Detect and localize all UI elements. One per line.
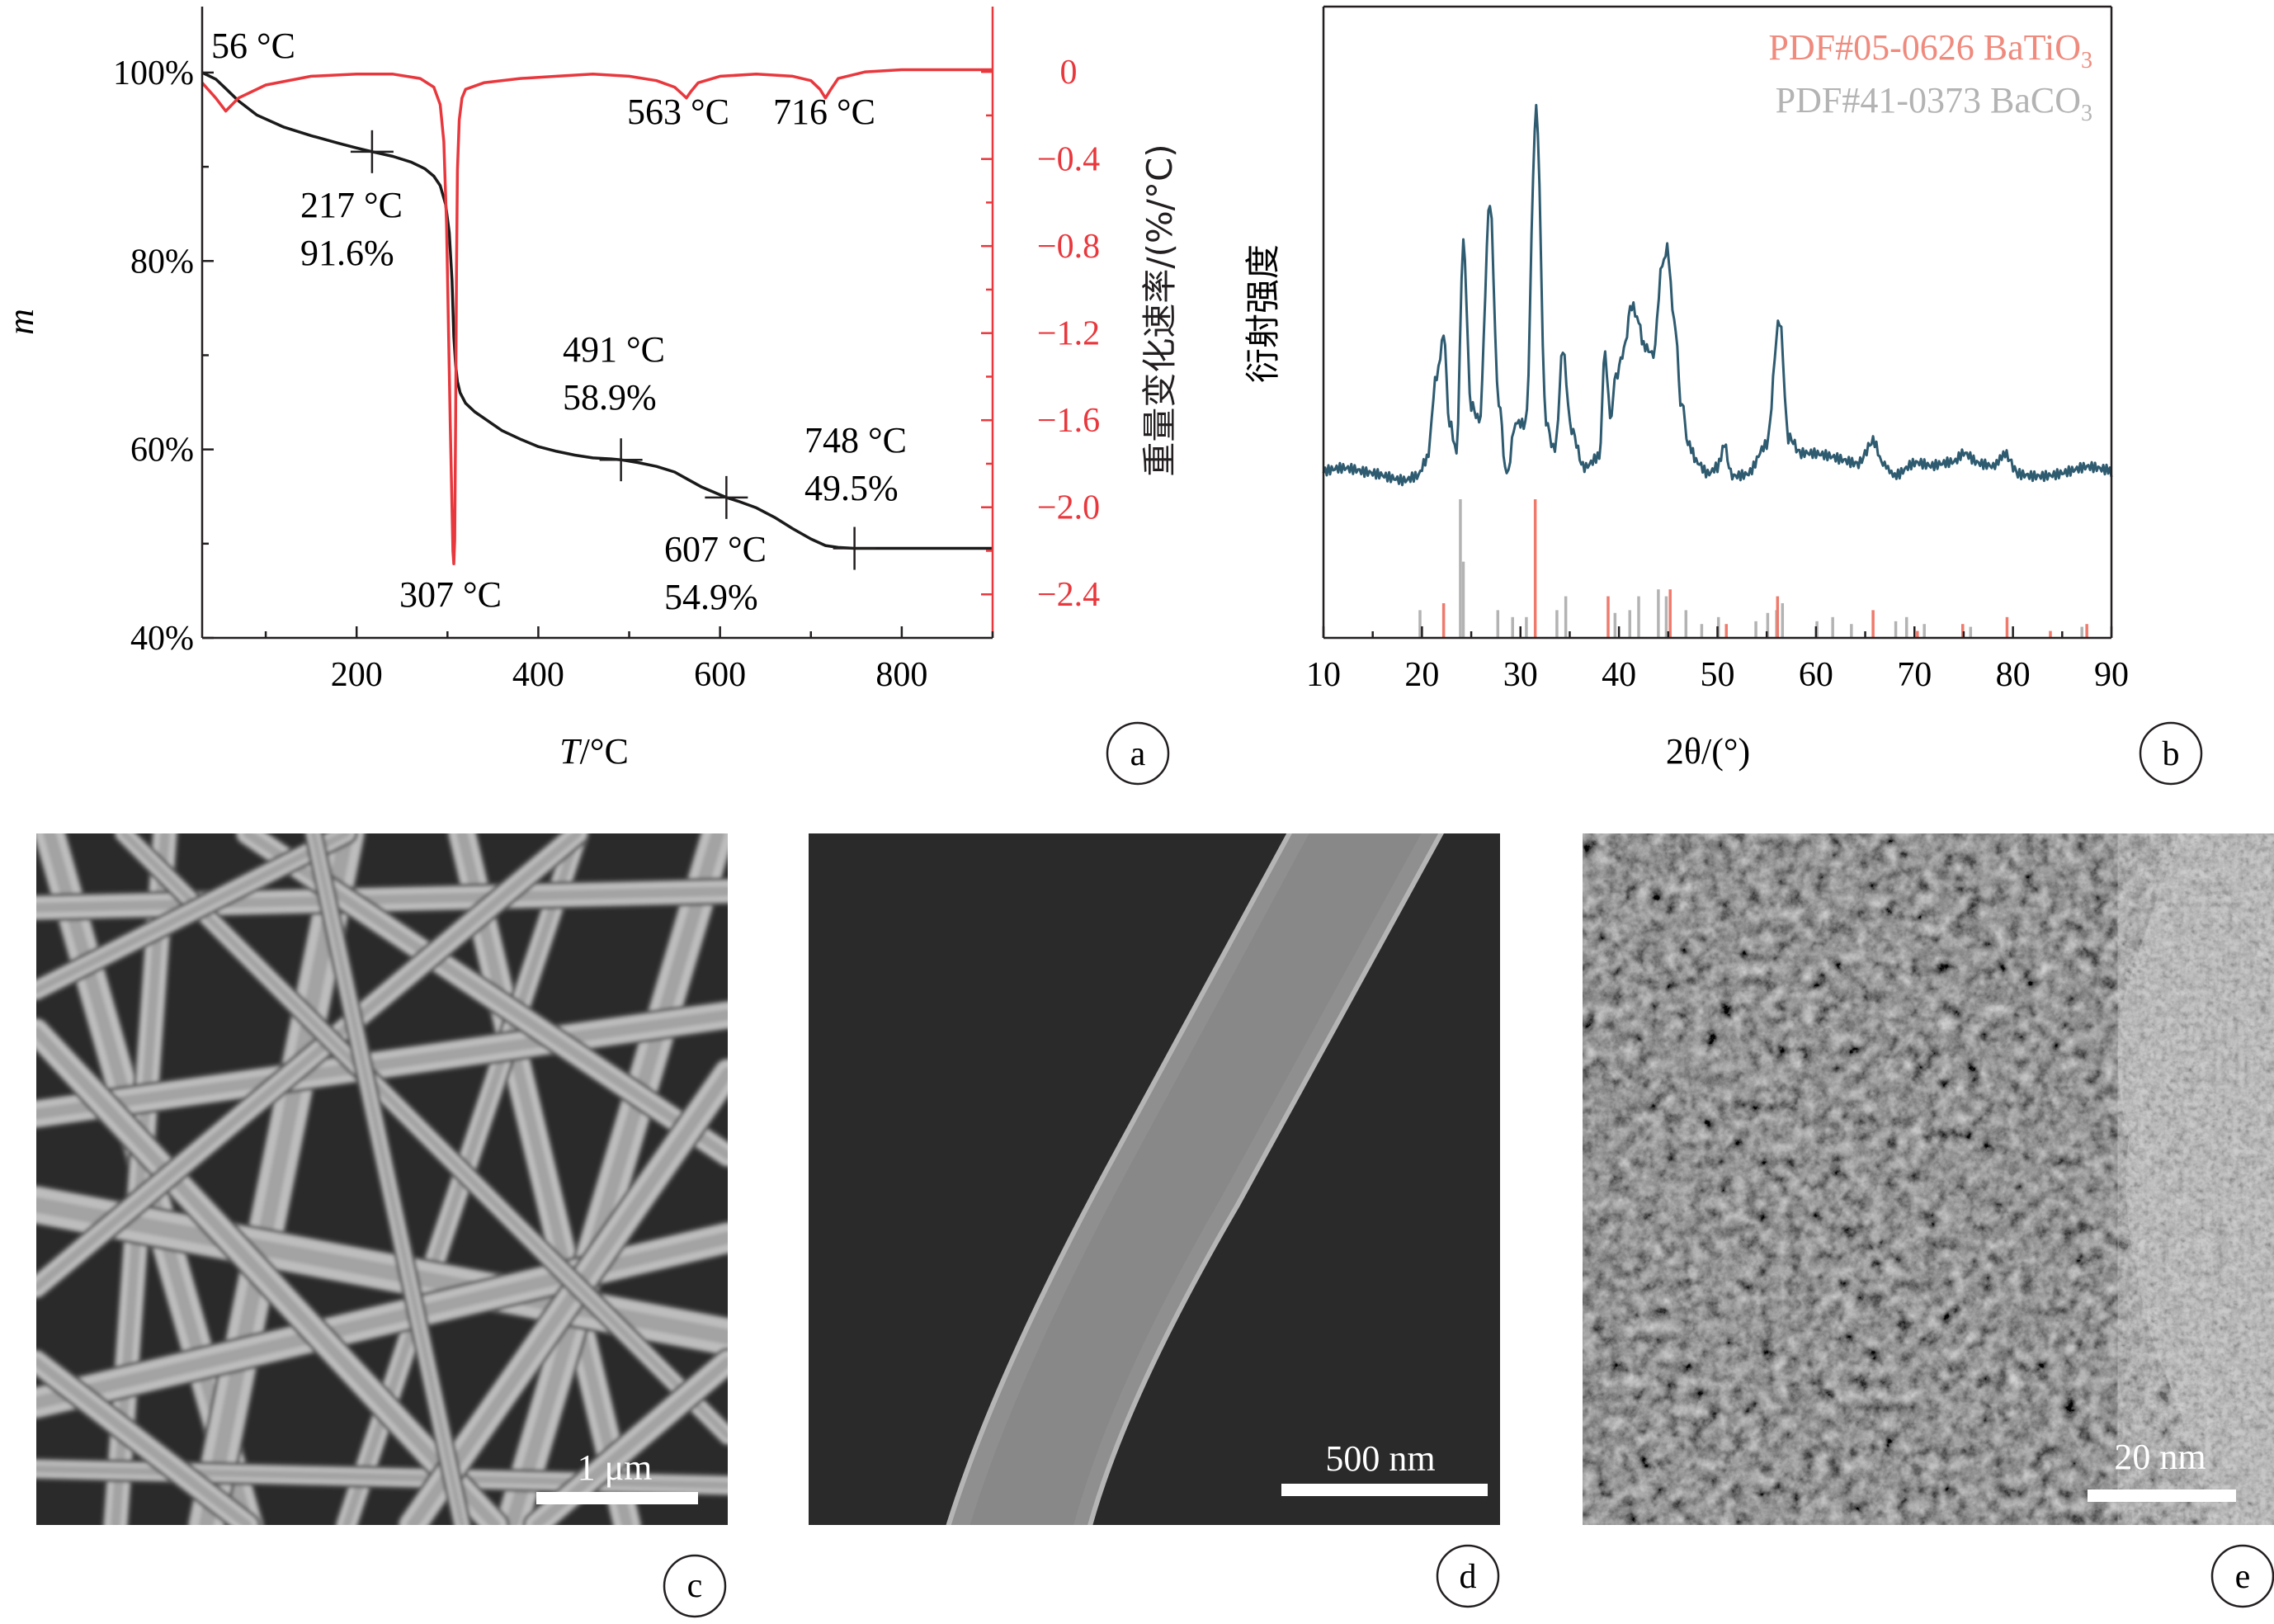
panel-d-label: d xyxy=(1460,1558,1477,1596)
fiber-core-18 xyxy=(310,833,465,1525)
scalebar-c-label: 1 μm xyxy=(578,1447,653,1488)
tga-y-tick-label-80: 80% xyxy=(130,243,194,281)
fiber-core-6 xyxy=(36,886,728,913)
tga-x-tick-label-800: 800 xyxy=(875,656,927,694)
tga-x-axis-label-unit: /°C xyxy=(580,731,629,772)
xrd-x-tick-label-20: 20 xyxy=(1404,656,1439,694)
panel-c-label: c xyxy=(687,1567,703,1605)
fiber-core-15 xyxy=(120,833,728,1440)
xrd-pattern xyxy=(1322,103,2113,487)
xrd-plot-area xyxy=(1322,103,2113,638)
scalebar-d-label: 500 nm xyxy=(1325,1438,1435,1479)
tga-y-axis-label: m xyxy=(1,309,41,335)
scalebar-c xyxy=(536,1492,698,1504)
dtg-y-tick-label--1.6: −1.6 xyxy=(1037,402,1100,440)
single-fiber-core xyxy=(970,833,1422,1525)
xrd-legend-sub-1: 3 xyxy=(2081,101,2092,126)
fiber-core-2 xyxy=(199,833,354,1525)
tga-annotation-6: 607 °C xyxy=(664,529,767,569)
tga-annotation-6-value: 54.9% xyxy=(664,577,758,617)
xrd-panel: 10 20 30 40 50 60 70 80 90 衍射强度 2θ/(°) PDF#05-06… xyxy=(1243,5,2203,786)
tga-x-tick-label-200: 200 xyxy=(331,656,383,694)
xrd-x-tick-label-90: 90 xyxy=(2094,656,2129,694)
xrd-y-axis-label: 衍射强度 xyxy=(1243,244,1283,383)
tga-x-axis-label: T/°C xyxy=(559,731,629,772)
xrd-x-tick-label-40: 40 xyxy=(1602,656,1636,694)
tga-annotation-3: 217 °C xyxy=(300,185,403,225)
xrd-x-tick-label-80: 80 xyxy=(1996,656,2031,694)
xrd-legend-entry-1: PDF#41-0373 BaCO3 xyxy=(1776,80,2092,126)
dtg-y-axis-label: 重量变化速率/(%/°C) xyxy=(1139,144,1180,476)
xrd-legend-text-0: PDF#05-0626 BaTiO xyxy=(1768,27,2081,68)
panel-a-label: a xyxy=(1130,735,1146,773)
tem-image: 20 nm e xyxy=(1583,833,2274,1608)
xrd-axes: 10 20 30 40 50 60 70 80 90 xyxy=(1306,5,2129,694)
xrd-legend-text-1: PDF#41-0373 BaCO xyxy=(1776,80,2081,120)
tga-axes: 200 400 600 800 40% 60% 80% 100% 0 −0.4 −0.8 −1.2 −1… xyxy=(113,7,1100,694)
xrd-legend-sub-0: 3 xyxy=(2081,48,2092,73)
dtg-y-tick-label-0: 0 xyxy=(1060,54,1078,92)
fiber-core-13 xyxy=(36,833,582,1291)
xrd-legend-entry-0: PDF#05-0626 BaTiO3 xyxy=(1768,27,2092,73)
tga-plot-area xyxy=(201,68,993,570)
tga-annotations: 56 °C 563 °C 716 °C 217 °C 91.6% 491 °C 58.9% 7… xyxy=(211,26,907,617)
tga-annotation-3-value: 91.6% xyxy=(300,233,394,273)
tga-annotation-0: 56 °C xyxy=(211,26,295,66)
tga-annotation-5: 748 °C xyxy=(804,420,907,460)
xrd-x-tick-label-70: 70 xyxy=(1897,656,1932,694)
scalebar-e xyxy=(2088,1489,2236,1502)
panel-e-badge xyxy=(2210,1544,2274,1608)
fiber-core-11 xyxy=(36,1026,501,1525)
xrd-x-tick-label-10: 10 xyxy=(1306,656,1341,694)
fiber-core-3 xyxy=(456,833,633,1525)
dtg-y-tick-label--2.4: −2.4 xyxy=(1037,576,1100,614)
tga-x-tick-label-600: 600 xyxy=(694,656,746,694)
fiber-core-10 xyxy=(36,1465,728,1489)
xrd-x-tick-label-30: 30 xyxy=(1503,656,1538,694)
tga-annotation-7: 307 °C xyxy=(399,574,502,615)
fiber-core-7 xyxy=(36,1009,728,1120)
tga-y-tick-label-40: 40% xyxy=(130,620,194,658)
scalebar-d xyxy=(1281,1484,1488,1496)
tga-x-axis-label-var: T xyxy=(559,731,583,772)
dtg-y-tick-label--2: −2.0 xyxy=(1037,489,1100,527)
tga-annotation-2: 716 °C xyxy=(773,92,875,132)
panel-b-label: b xyxy=(2163,735,2180,773)
tga-x-tick-label-400: 400 xyxy=(512,656,564,694)
dtg-y-tick-label--0.4: −0.4 xyxy=(1037,141,1100,179)
panel-a-badge xyxy=(1106,721,1170,786)
dtg-y-tick-label--1.2: −1.2 xyxy=(1037,315,1100,353)
dtg-y-tick-label--0.8: −0.8 xyxy=(1037,228,1100,266)
fiber-core-1 xyxy=(111,833,170,1525)
tga-annotation-4: 491 °C xyxy=(563,329,665,370)
tga-annotation-4-value: 58.9% xyxy=(563,377,657,418)
panel-c-badge xyxy=(663,1554,727,1618)
panel-b-badge xyxy=(2139,721,2203,786)
tga-y-tick-label-100: 100% xyxy=(113,54,194,92)
tga-y-tick-label-60: 60% xyxy=(130,432,194,470)
fiber-core-16 xyxy=(36,833,351,994)
fiber-core-14 xyxy=(407,1067,728,1525)
fiber-core-5 xyxy=(504,833,725,1525)
panel-d-badge xyxy=(1436,1544,1500,1608)
scalebar-e-label: 20 nm xyxy=(2114,1437,2206,1477)
xrd-x-tick-label-50: 50 xyxy=(1701,656,1735,694)
panel-e-label: e xyxy=(2235,1558,2251,1596)
xrd-x-tick-label-60: 60 xyxy=(1799,656,1833,694)
sem-image-single-fiber: 500 nm d xyxy=(809,833,1500,1608)
tga-annotation-1: 563 °C xyxy=(627,92,729,132)
tem-shade xyxy=(1583,833,2274,1525)
tga-curve xyxy=(201,71,993,550)
fiber-network xyxy=(36,833,728,1525)
tga-panel: 200 400 600 800 40% 60% 80% 100% 0 −0.4 −0.8 −1.2 −1… xyxy=(1,7,1180,786)
dtg-curve xyxy=(201,68,993,566)
tga-annotation-5-value: 49.5% xyxy=(804,468,899,508)
sem-image-low-mag: 1 μm c xyxy=(36,833,728,1618)
fiber-core-19 xyxy=(36,1357,252,1525)
tem-edge-texture xyxy=(2117,833,2274,1525)
xrd-x-axis-label: 2θ/(°) xyxy=(1666,731,1750,772)
